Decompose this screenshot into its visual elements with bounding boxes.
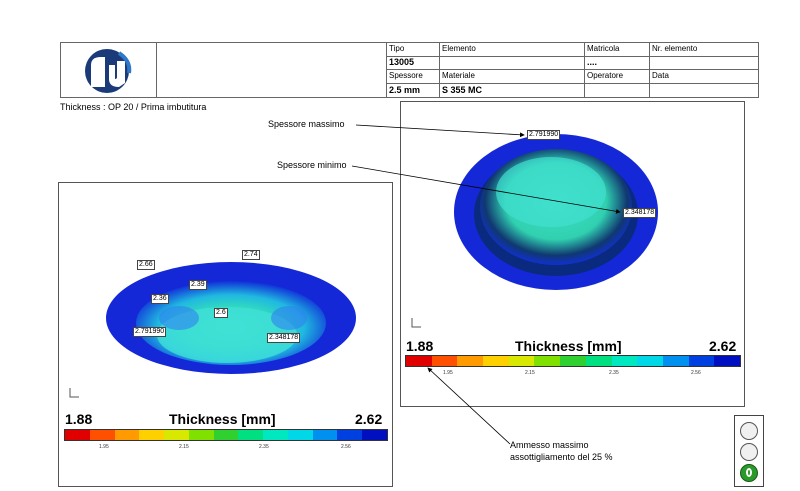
right-tick-3: 2.35 [609, 370, 619, 376]
logo-cell [61, 43, 157, 97]
left-scale-title: Thickness [mm] [169, 411, 276, 427]
scale-swatch [89, 430, 115, 440]
scale-swatch [139, 430, 165, 440]
right-label-max: 2.791990 [527, 130, 561, 140]
lamp-green-icon [740, 464, 758, 482]
scale-swatch [662, 356, 689, 366]
right-part-render [454, 134, 658, 290]
left-label-3: 2.39 [189, 280, 207, 290]
scale-swatch [287, 430, 313, 440]
left-color-scale [64, 429, 388, 441]
scale-swatch [585, 356, 612, 366]
scale-swatch [534, 356, 561, 366]
label-spessore: Spessore [389, 71, 423, 80]
label-operatore: Operatore [587, 71, 624, 80]
axis-triad-icon [69, 388, 79, 398]
left-label-min: 2.348178 [267, 333, 301, 343]
caption: Thickness : OP 20 / Prima imbutitura [60, 102, 207, 112]
label-elemento: Elemento [442, 44, 476, 53]
right-label-min: 2.348178 [623, 208, 657, 218]
scale-swatch [688, 356, 715, 366]
value-materiale: S 355 MC [442, 85, 483, 95]
left-part-render [106, 262, 356, 374]
label-tipo: Tipo [389, 44, 405, 53]
scale-swatch [164, 430, 189, 440]
right-view-panel: 2.791990 2.348178 1.88 Thickness [mm] 2.… [400, 101, 745, 407]
scale-swatch [188, 430, 214, 440]
annotation-allowed-2: assottigliamento del 25 % [510, 452, 613, 462]
label-nr-elemento: Nr. elemento [652, 44, 698, 53]
scale-swatch [337, 430, 363, 440]
value-spessore: 2.5 mm [389, 85, 421, 95]
scale-swatch [431, 356, 458, 366]
annotation-min: Spessore minimo [277, 160, 347, 170]
scale-swatch [238, 430, 264, 440]
scale-swatch [560, 356, 586, 366]
left-tick-3: 2.35 [259, 444, 269, 450]
right-tick-4: 2.56 [691, 370, 701, 376]
annotation-max: Spessore massimo [268, 119, 345, 129]
left-label-1: 2.66 [137, 260, 155, 270]
scale-swatch [114, 430, 140, 440]
scale-swatch [213, 430, 239, 440]
right-scale-max: 2.62 [709, 338, 737, 354]
scale-swatch [637, 356, 663, 366]
label-matricola: Matricola [587, 44, 620, 53]
right-tick-2: 2.15 [525, 370, 535, 376]
scale-swatch [714, 356, 740, 366]
scale-swatch [362, 430, 387, 440]
header-table: Tipo Elemento Matricola Nr. elemento 130… [60, 42, 759, 98]
scale-swatch [611, 356, 638, 366]
left-label-2: 2.74 [242, 250, 260, 260]
right-tick-1: 1.95 [443, 370, 453, 376]
scale-swatch [483, 356, 509, 366]
axis-triad-icon [411, 318, 421, 328]
scale-swatch [508, 356, 535, 366]
value-tipo: 13005 [389, 57, 415, 67]
left-label-max: 2.791990 [133, 327, 167, 337]
blank-cell [156, 43, 387, 97]
scale-swatch [65, 430, 90, 440]
scale-swatch [406, 356, 432, 366]
left-scale-max: 2.62 [355, 411, 383, 427]
lamp-yellow-icon [740, 443, 758, 461]
annotation-allowed-1: Ammesso massimo [510, 440, 589, 450]
left-tick-1: 1.95 [99, 444, 109, 450]
left-scale-min: 1.88 [65, 411, 93, 427]
right-color-scale [405, 355, 741, 367]
left-tick-2: 2.15 [179, 444, 189, 450]
scale-swatch [312, 430, 338, 440]
label-data: Data [652, 71, 669, 80]
value-matricola: .... [587, 57, 598, 67]
right-scale-min: 1.88 [406, 338, 434, 354]
company-logo-icon [85, 49, 132, 93]
left-tick-4: 2.56 [341, 444, 351, 450]
right-scale-title: Thickness [mm] [515, 338, 622, 354]
scale-swatch [263, 430, 288, 440]
label-materiale: Materiale [442, 71, 475, 80]
left-label-4: 2.36 [151, 294, 169, 304]
traffic-light-icon [734, 415, 764, 487]
lamp-red-icon [740, 422, 758, 440]
left-view-panel: 2.66 2.74 2.39 2.36 2.6 2.791990 2.34817… [58, 182, 393, 487]
left-label-5: 2.6 [214, 308, 228, 318]
scale-swatch [457, 356, 484, 366]
